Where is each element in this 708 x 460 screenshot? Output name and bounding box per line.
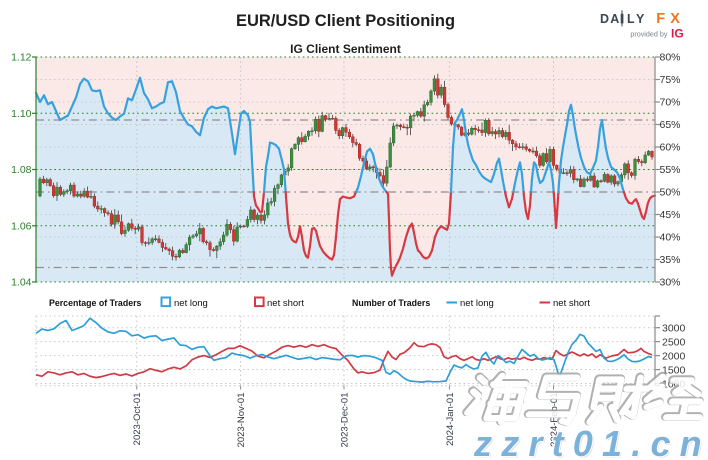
svg-text:30%: 30% xyxy=(660,277,681,289)
svg-text:D: D xyxy=(600,12,609,26)
svg-text:65%: 65% xyxy=(660,119,681,131)
svg-text:EUR/USD Client Positioning: EUR/USD Client Positioning xyxy=(236,12,455,30)
svg-text:50%: 50% xyxy=(660,187,681,199)
svg-text:2023-Oct-01: 2023-Oct-01 xyxy=(132,393,143,446)
svg-text:1.04: 1.04 xyxy=(11,277,32,289)
svg-text:2024-Jan-01: 2024-Jan-01 xyxy=(445,393,456,446)
svg-text:A: A xyxy=(610,12,619,26)
svg-text:2024-Feb-01: 2024-Feb-01 xyxy=(549,393,560,447)
svg-text:IG: IG xyxy=(671,27,684,41)
svg-text:1.08: 1.08 xyxy=(11,164,32,176)
svg-text:1500: 1500 xyxy=(662,364,686,376)
svg-text:IG Client Sentiment: IG Client Sentiment xyxy=(290,42,401,56)
svg-text:provided by: provided by xyxy=(630,30,668,39)
svg-text:80%: 80% xyxy=(660,52,681,64)
svg-text:Y: Y xyxy=(636,12,645,26)
svg-text:Number of Traders: Number of Traders xyxy=(352,298,430,308)
svg-text:L: L xyxy=(627,12,635,26)
svg-text:X: X xyxy=(670,11,680,27)
svg-text:45%: 45% xyxy=(660,209,681,221)
svg-text:zzrt01.cn: zzrt01.cn xyxy=(475,425,708,460)
svg-text:2000: 2000 xyxy=(662,350,686,362)
svg-text:3000: 3000 xyxy=(662,323,686,335)
svg-text:net long: net long xyxy=(460,298,494,309)
svg-text:net long: net long xyxy=(174,298,208,309)
svg-text:55%: 55% xyxy=(660,164,681,176)
svg-text:1.10: 1.10 xyxy=(11,108,32,120)
svg-text:60%: 60% xyxy=(660,142,681,154)
svg-text:net short: net short xyxy=(267,298,304,309)
svg-text:F: F xyxy=(656,11,665,27)
svg-text:35%: 35% xyxy=(660,254,681,266)
svg-text:75%: 75% xyxy=(660,74,681,86)
svg-text:1.06: 1.06 xyxy=(11,221,32,233)
svg-text:zzrt01.cn: zzrt01.cn xyxy=(473,423,708,460)
svg-text:70%: 70% xyxy=(660,97,681,109)
svg-text:Percentage of Traders: Percentage of Traders xyxy=(49,298,142,308)
svg-text:40%: 40% xyxy=(660,232,681,244)
svg-text:1.12: 1.12 xyxy=(11,52,32,64)
svg-text:2023-Nov-01: 2023-Nov-01 xyxy=(236,393,247,448)
svg-text:net short: net short xyxy=(553,298,590,309)
svg-text:2023-Dec-01: 2023-Dec-01 xyxy=(339,393,350,448)
svg-text:2500: 2500 xyxy=(662,336,686,348)
